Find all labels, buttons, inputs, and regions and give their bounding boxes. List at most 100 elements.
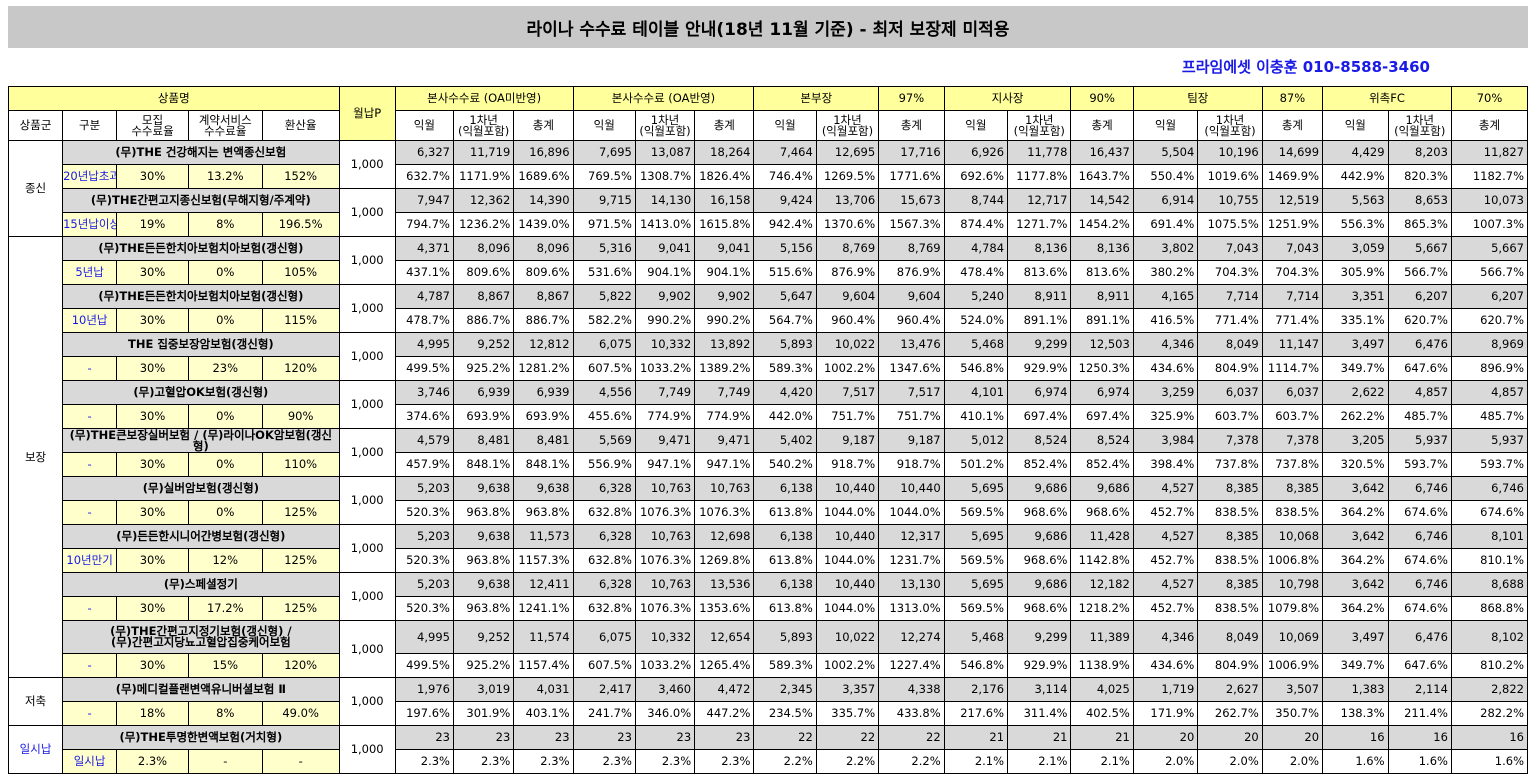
table-row: 일시납 2.3% - -2.3% 2.3% 2.3% 2.3% 2.3% 2.3% 2.2% 2.2…: [9, 749, 1529, 774]
commission-amount: 23: [452, 725, 515, 750]
commission-amount: 2,627: [1197, 677, 1263, 702]
product-name: (무)스페셜정기: [62, 572, 340, 597]
commission-amount: 8,769: [815, 236, 880, 261]
commission-percent: 1236.2%: [452, 212, 515, 237]
commission-amount: 3,507: [1261, 677, 1324, 702]
commission-amount: 7,947: [394, 188, 454, 213]
commission-percent: 990.2%: [694, 308, 755, 333]
commission-percent: 524.0%: [943, 308, 1009, 333]
commission-amount: 6,138: [753, 572, 817, 597]
commission-percent: 1227.4%: [878, 653, 945, 678]
commission-percent: 968.6%: [1070, 500, 1134, 525]
commission-percent: 350.7%: [1261, 701, 1324, 726]
commission-percent: 2.2%: [815, 749, 880, 774]
table-row: 10년납 30% 0% 115% 478.7% 886.7% 886.7% 582.2% 990…: [9, 308, 1529, 333]
commission-amount: 4,857: [1450, 380, 1529, 405]
commission-percent: 2.0%: [1132, 749, 1199, 774]
conversion-rate: 196.5%: [261, 212, 340, 237]
commission-percent: 589.3%: [753, 356, 817, 381]
commission-percent: 876.9%: [815, 260, 880, 285]
commission-amount: 7,749: [694, 380, 755, 405]
commission-percent: 1313.0%: [878, 596, 945, 621]
commission-amount: 8,744: [943, 188, 1009, 213]
commission-percent: 603.7%: [1197, 404, 1263, 429]
commission-percent: 697.4%: [1070, 404, 1134, 429]
recruit-rate: 30%: [116, 548, 189, 573]
commission-percent: 1251.9%: [1261, 212, 1324, 237]
product-name: (무)THE큰보장실버보험 / (무)라이나OK암보험(갱신형): [62, 428, 340, 453]
commission-amount: 3,642: [1322, 572, 1389, 597]
commission-percent: 852.4%: [1007, 452, 1072, 477]
commission-percent: 305.9%: [1322, 260, 1389, 285]
table-row: 보장 (무)THE든든한치아보험치아보험(갱신형) 1,000 4,371 8,096 8…: [7, 236, 1529, 678]
commission-percent: 813.6%: [1007, 260, 1072, 285]
commission-percent: 1281.2%: [513, 356, 574, 381]
commission-percent: 704.3%: [1197, 260, 1263, 285]
commission-amount: 11,719: [452, 140, 515, 165]
sub-header-next-month: 익월: [1322, 110, 1389, 141]
commission-amount: 23: [634, 725, 696, 750]
commission-amount: 2,622: [1322, 380, 1389, 405]
commission-amount: 8,867: [452, 284, 515, 309]
commission-percent: 301.9%: [452, 701, 515, 726]
commission-amount: 4,346: [1132, 620, 1199, 654]
commission-amount: 5,468: [943, 332, 1009, 357]
commission-percent: 1002.2%: [815, 653, 880, 678]
commission-percent: 1454.2%: [1070, 212, 1134, 237]
commission-percent: 737.8%: [1197, 452, 1263, 477]
recruit-rate: 30%: [116, 653, 189, 678]
gubun-cell: -: [62, 356, 118, 381]
commission-percent: 1006.8%: [1261, 548, 1324, 573]
commission-amount: 4,031: [513, 677, 574, 702]
commission-amount: 5,504: [1132, 140, 1199, 165]
table-row: -30% 23% 120% 499.5% 925.2% 1281.2% 607.5% 1033…: [9, 356, 1529, 381]
commission-amount: 13,087: [634, 140, 696, 165]
commission-amount: 8,969: [1450, 332, 1529, 357]
commission-percent: 455.6%: [572, 404, 636, 429]
commission-percent: 556.3%: [1322, 212, 1389, 237]
product-name: (무)THE간편고지종신보험(무해지형/주계약): [62, 188, 340, 213]
commission-percent: 1771.6%: [878, 164, 945, 189]
commission-percent: 1413.0%: [634, 212, 696, 237]
product-name: (무)든든한시니어간병보험(갱신형): [62, 524, 340, 549]
commission-amount: 9,187: [815, 428, 880, 453]
commission-percent: 1007.3%: [1450, 212, 1529, 237]
commission-percent: 704.3%: [1261, 260, 1324, 285]
commission-percent: 896.9%: [1450, 356, 1529, 381]
commission-percent: 1347.6%: [878, 356, 945, 381]
commission-percent: 433.8%: [878, 701, 945, 726]
commission-amount: 9,299: [1007, 620, 1072, 654]
commission-percent: 1182.7%: [1450, 164, 1529, 189]
commission-amount: 4,338: [878, 677, 945, 702]
sub-header-first-year: 1차년 (익월포함): [1007, 110, 1072, 141]
commission-percent: 346.0%: [634, 701, 696, 726]
conversion-rate: 49.0%: [261, 701, 340, 726]
gubun-cell: -: [62, 596, 118, 621]
commission-percent: 437.1%: [394, 260, 454, 285]
commission-percent: 2.2%: [753, 749, 817, 774]
commission-percent: 865.3%: [1387, 212, 1452, 237]
commission-percent: 918.7%: [815, 452, 880, 477]
commission-amount: 9,686: [1007, 572, 1072, 597]
commission-amount: 5,695: [943, 476, 1009, 501]
commission-amount: 6,974: [1070, 380, 1134, 405]
commission-percent: 963.8%: [452, 548, 515, 573]
conversion-rate: 90%: [261, 404, 340, 429]
commission-percent: 794.7%: [394, 212, 454, 237]
commission-amount: 3,351: [1322, 284, 1389, 309]
commission-amount: 9,424: [753, 188, 817, 213]
commission-percent: 963.8%: [452, 596, 515, 621]
commission-percent: 1643.7%: [1070, 164, 1134, 189]
commission-amount: 10,196: [1197, 140, 1263, 165]
commission-percent: 1567.3%: [878, 212, 945, 237]
table-row: (무)스페셜정기 1,000 5,203 9,638 12,411 6,328 10,763…: [9, 572, 1529, 621]
monthly-premium: 1,000: [338, 620, 396, 678]
monthly-premium: 1,000: [338, 332, 396, 381]
commission-percent: 262.7%: [1197, 701, 1263, 726]
table-row: (무)THE간편고지정기보험(갱신형) / (무)간편고지당뇨고혈압집중케어보험…: [9, 620, 1529, 678]
recruit-rate: 19%: [116, 212, 189, 237]
commission-amount: 13,892: [694, 332, 755, 357]
commission-amount: 12,182: [1070, 572, 1134, 597]
commission-amount: 21: [1070, 725, 1134, 750]
commission-percent: 593.7%: [1450, 452, 1529, 477]
